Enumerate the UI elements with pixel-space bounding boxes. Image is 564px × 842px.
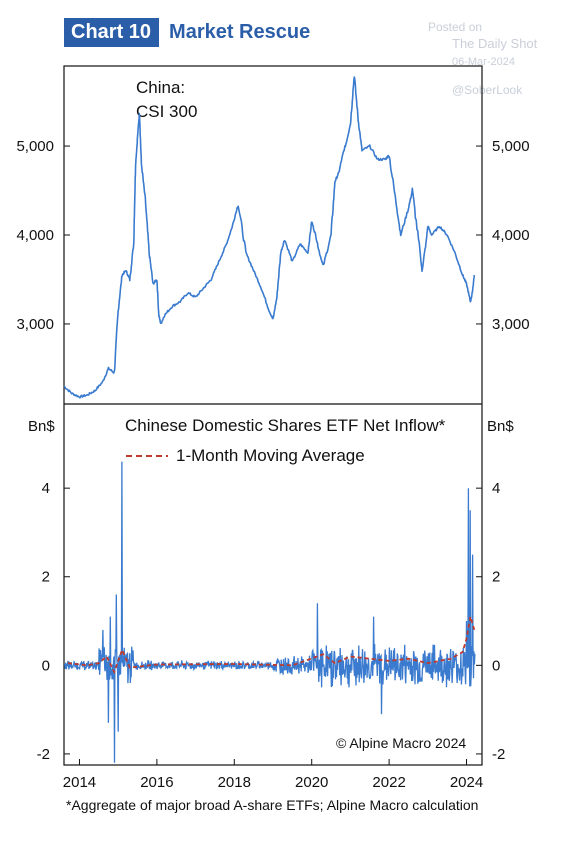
footnote: *Aggregate of major broad A-share ETFs; … bbox=[66, 797, 479, 813]
watermark-line4: @SoberLook bbox=[452, 83, 523, 97]
xtick-label: 2022 bbox=[372, 774, 405, 791]
csi300-series-line bbox=[63, 76, 476, 399]
top-ytick-label-left: 5,000 bbox=[16, 138, 54, 155]
top-panel-title-line2: CSI 300 bbox=[136, 102, 197, 121]
top-ytick-label-right: 3,000 bbox=[492, 316, 530, 333]
xtick-label: 2016 bbox=[140, 774, 173, 791]
left-axis-label: Bn$ bbox=[28, 418, 55, 435]
bottom-ytick-label-left: 0 bbox=[42, 657, 50, 674]
top-ytick-label-left: 4,000 bbox=[16, 227, 54, 244]
chart-header: Chart 10 Market Rescue bbox=[64, 18, 310, 47]
xtick-label: 2018 bbox=[218, 774, 251, 791]
top-ytick-label-left: 3,000 bbox=[16, 316, 54, 333]
bottom-ytick-label-right: 4 bbox=[492, 480, 500, 497]
copyright: © Alpine Macro 2024 bbox=[336, 735, 466, 751]
xtick-label: 2024 bbox=[450, 774, 483, 791]
top-ytick-label-right: 4,000 bbox=[492, 227, 530, 244]
moving-average-line bbox=[67, 616, 476, 675]
chart-title: Market Rescue bbox=[169, 21, 311, 43]
bottom-ytick-label-right: -2 bbox=[492, 746, 505, 763]
xtick-label: 2020 bbox=[295, 774, 328, 791]
legend-ma-label: 1-Month Moving Average bbox=[176, 446, 365, 465]
right-axis-label: Bn$ bbox=[487, 418, 514, 435]
watermark-line2: The Daily Shot bbox=[452, 36, 538, 51]
bottom-ytick-label-left: 4 bbox=[42, 480, 50, 497]
bottom-ytick-label-left: -2 bbox=[37, 746, 50, 763]
bottom-panel-title: Chinese Domestic Shares ETF Net Inflow* bbox=[125, 416, 446, 435]
top-panel-title-line1: China: bbox=[136, 78, 185, 97]
top-ytick-label-right: 5,000 bbox=[492, 138, 530, 155]
xtick-label: 2014 bbox=[63, 774, 96, 791]
bottom-ytick-label-left: 2 bbox=[42, 569, 50, 586]
watermark-line3: 06-Mar-2024 bbox=[452, 56, 515, 68]
watermark-line1: Posted on bbox=[428, 20, 483, 34]
bottom-ytick-label-right: 2 bbox=[492, 569, 500, 586]
plot-frame bbox=[63, 65, 483, 766]
chart-number-badge: Chart 10 bbox=[64, 18, 160, 47]
etf-inflow-series-line bbox=[64, 461, 476, 763]
bottom-ytick-label-right: 0 bbox=[492, 657, 500, 674]
